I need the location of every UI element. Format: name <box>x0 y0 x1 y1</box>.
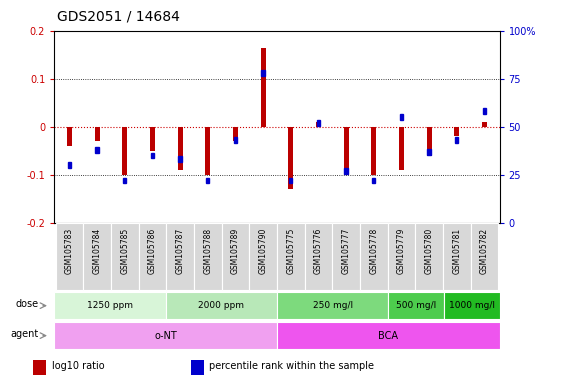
Text: o-NT: o-NT <box>154 331 177 341</box>
Text: BCA: BCA <box>378 331 399 341</box>
Bar <box>388 292 444 319</box>
Bar <box>179 157 182 162</box>
Bar <box>372 178 375 184</box>
Text: GSM105775: GSM105775 <box>286 228 295 275</box>
Text: percentile rank within the sample: percentile rank within the sample <box>210 361 375 371</box>
Bar <box>304 223 332 290</box>
Bar <box>54 322 277 349</box>
Bar <box>277 322 500 349</box>
Bar <box>54 292 166 319</box>
Bar <box>151 153 154 159</box>
Text: 1000 mg/l: 1000 mg/l <box>449 301 495 310</box>
Text: 2000 ppm: 2000 ppm <box>198 301 244 310</box>
Text: GSM105789: GSM105789 <box>231 228 240 274</box>
Bar <box>95 127 99 141</box>
Bar <box>444 292 500 319</box>
Bar <box>277 292 388 319</box>
Bar <box>482 109 486 114</box>
Text: GSM105784: GSM105784 <box>93 228 102 274</box>
Text: dose: dose <box>16 299 39 309</box>
Text: agent: agent <box>11 329 39 339</box>
Text: GSM105780: GSM105780 <box>425 228 433 274</box>
Text: 1250 ppm: 1250 ppm <box>87 301 133 310</box>
Bar <box>123 178 126 184</box>
Bar <box>288 127 293 189</box>
Bar <box>250 223 277 290</box>
Text: 250 mg/l: 250 mg/l <box>312 301 353 310</box>
Bar <box>111 223 139 290</box>
Bar <box>95 147 99 153</box>
Bar <box>400 114 403 120</box>
Bar <box>83 223 111 290</box>
Text: GSM105788: GSM105788 <box>203 228 212 274</box>
Bar <box>260 48 266 127</box>
Text: GSM105777: GSM105777 <box>341 228 351 275</box>
Bar <box>427 127 432 156</box>
Bar <box>122 127 127 175</box>
Bar <box>262 70 265 76</box>
Text: GSM105787: GSM105787 <box>176 228 184 274</box>
Bar <box>234 137 237 143</box>
Text: GSM105783: GSM105783 <box>65 228 74 274</box>
Bar <box>139 223 166 290</box>
Text: GDS2051 / 14684: GDS2051 / 14684 <box>57 10 180 23</box>
Text: GSM105776: GSM105776 <box>314 228 323 275</box>
Bar <box>206 178 210 184</box>
Bar <box>55 223 83 290</box>
Bar <box>443 223 471 290</box>
Bar <box>317 120 320 126</box>
Bar <box>371 127 376 175</box>
Text: GSM105781: GSM105781 <box>452 228 461 274</box>
Bar <box>415 223 443 290</box>
Bar <box>344 127 348 175</box>
Bar <box>166 223 194 290</box>
Text: GSM105779: GSM105779 <box>397 228 406 275</box>
Bar <box>289 178 292 184</box>
Bar <box>332 223 360 290</box>
Bar <box>194 223 222 290</box>
Bar <box>166 292 277 319</box>
Bar <box>344 168 348 174</box>
Bar <box>67 127 72 146</box>
Text: GSM105782: GSM105782 <box>480 228 489 274</box>
Bar <box>471 223 498 290</box>
Bar <box>150 127 155 151</box>
Bar <box>178 127 183 170</box>
Bar <box>222 223 250 290</box>
Bar <box>233 127 238 141</box>
Bar <box>482 122 487 127</box>
Bar <box>360 223 388 290</box>
Bar <box>455 127 459 136</box>
Bar <box>33 361 46 375</box>
Bar <box>68 162 71 168</box>
Text: GSM105790: GSM105790 <box>259 228 268 275</box>
Bar <box>399 127 404 170</box>
Text: GSM105785: GSM105785 <box>120 228 129 274</box>
Text: GSM105786: GSM105786 <box>148 228 157 274</box>
Bar <box>428 149 431 155</box>
Bar <box>455 137 459 143</box>
Bar <box>388 223 415 290</box>
Bar <box>191 361 204 375</box>
Bar <box>277 223 304 290</box>
Bar <box>316 122 321 127</box>
Text: GSM105778: GSM105778 <box>369 228 378 274</box>
Text: 500 mg/l: 500 mg/l <box>396 301 436 310</box>
Text: log10 ratio: log10 ratio <box>52 361 104 371</box>
Bar <box>206 127 210 175</box>
